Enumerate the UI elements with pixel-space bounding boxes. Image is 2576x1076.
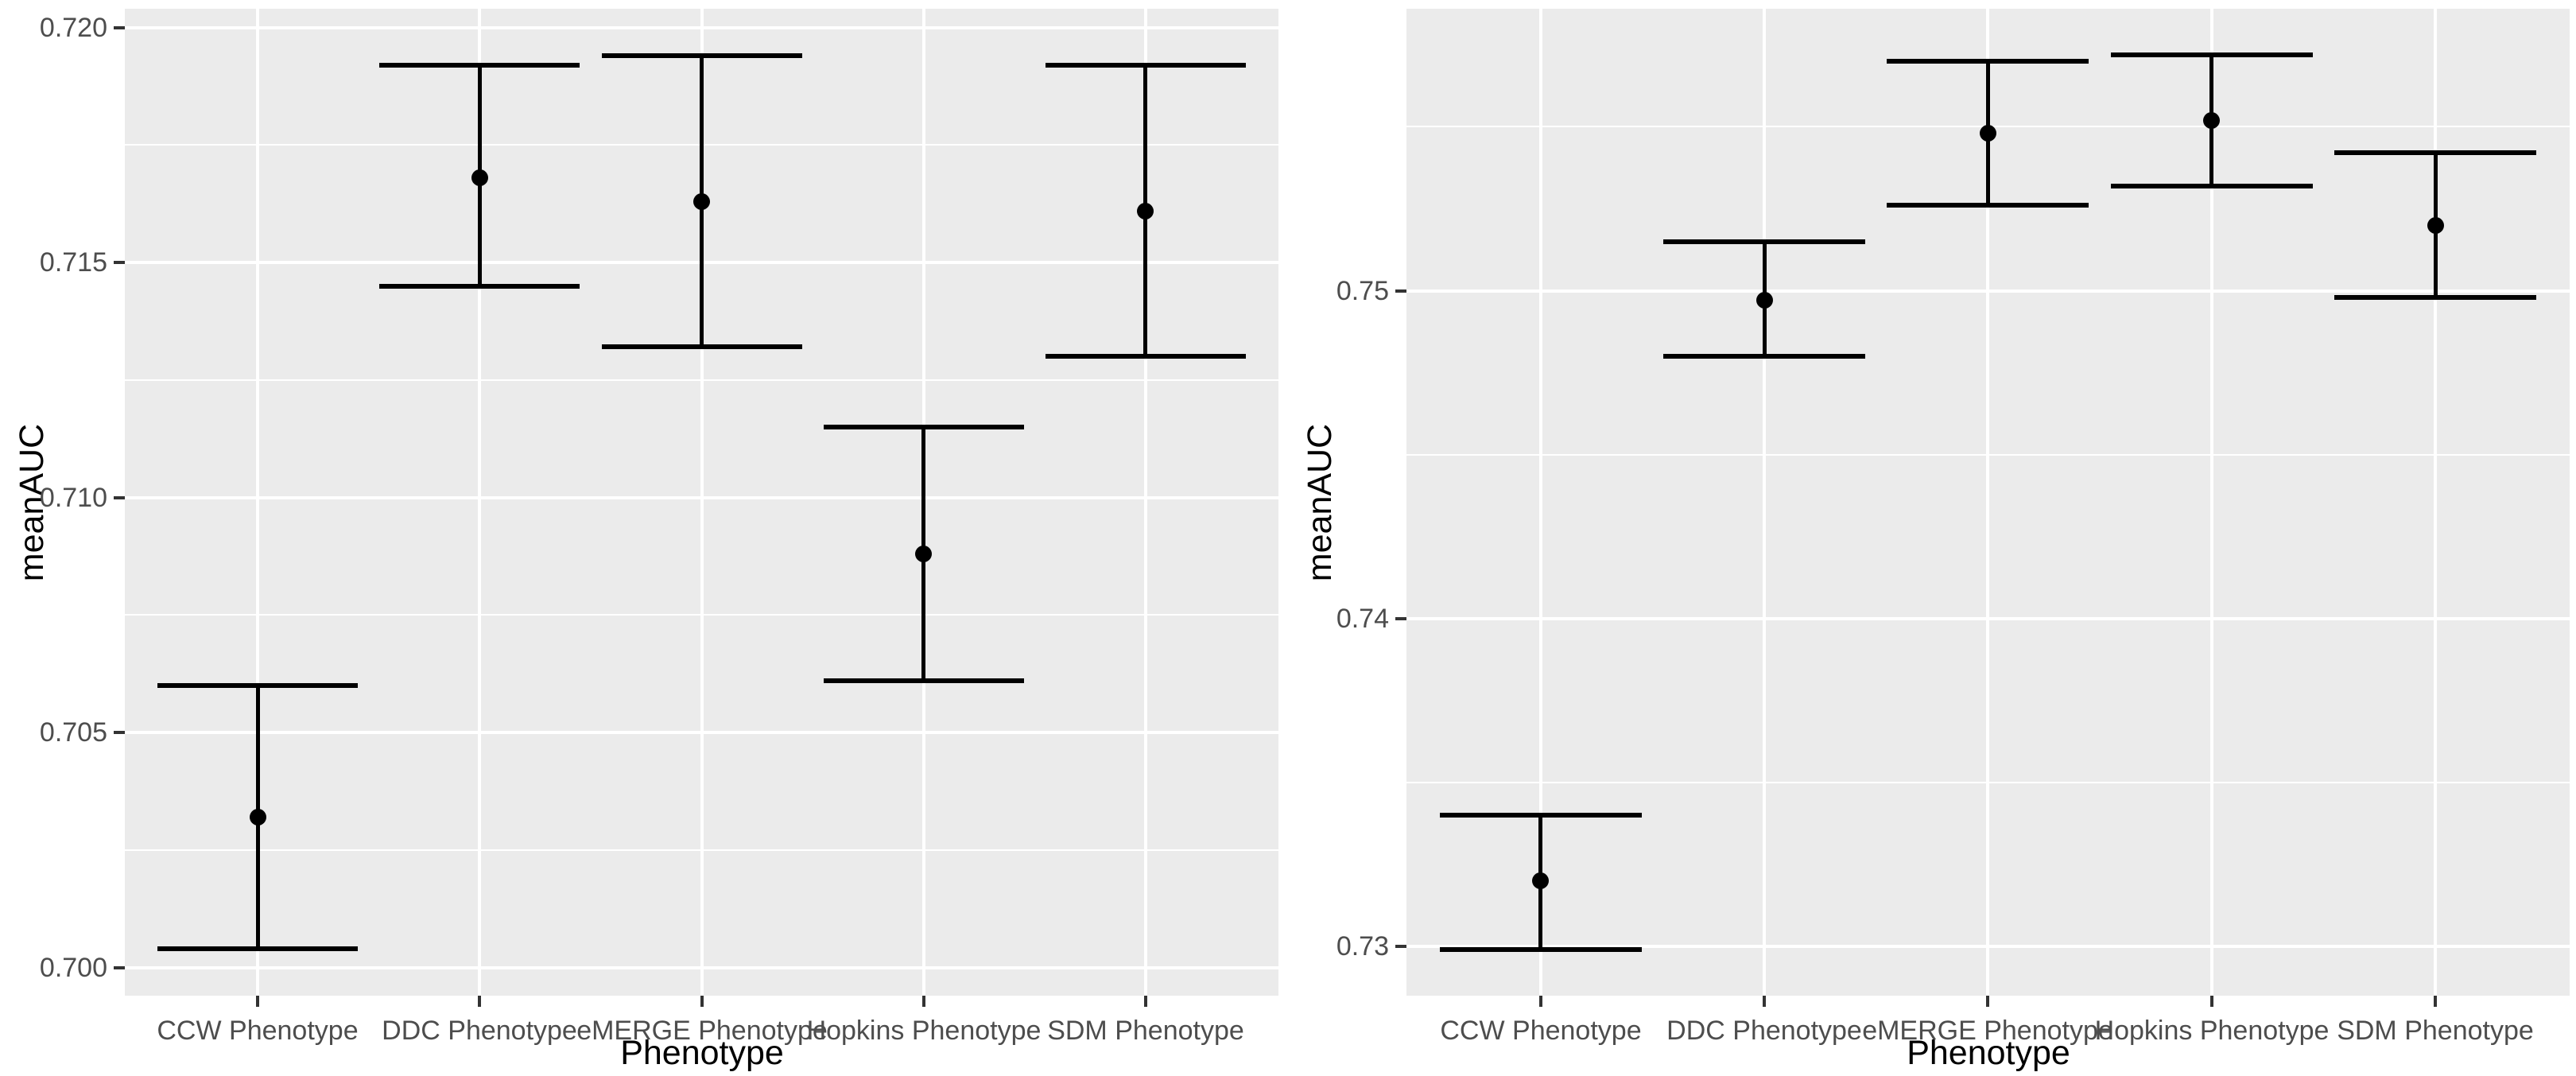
y-tick-label: 0.73	[1336, 931, 1389, 961]
gridline-minor-horizontal	[125, 379, 1278, 381]
x-category-label: CCW Phenotype	[1440, 1016, 1642, 1046]
gridline-major-horizontal	[1406, 617, 2570, 620]
x-category-label: SDM Phenotype	[2337, 1016, 2534, 1046]
x-tick-mark	[922, 996, 925, 1007]
x-category-label: SDM Phenotype	[1047, 1016, 1244, 1046]
right-plot: meanAUC Phenotype 0.73 0.74 0.75 CCW Phenot…	[1288, 0, 2576, 1076]
mean-point	[2427, 217, 2444, 234]
x-tick-mark	[2434, 996, 2437, 1007]
mean-point	[1756, 292, 1773, 309]
gridline-vertical	[2434, 9, 2437, 996]
y-tick-mark	[114, 731, 125, 734]
errorbar-cap-top	[2334, 150, 2536, 155]
gridline-major-horizontal	[125, 966, 1278, 969]
gridline-vertical	[1539, 9, 1542, 996]
x-category-label: eMERGE Phenotype	[576, 1016, 828, 1046]
errorbar-cap-top	[1440, 813, 1642, 818]
x-tick-mark	[700, 996, 704, 1007]
errorbar-cap-top	[1046, 63, 1246, 68]
errorbar-cap-bottom	[824, 678, 1024, 683]
gridline-vertical	[1986, 9, 1989, 996]
mean-point	[2203, 112, 2220, 129]
x-category-label: DDC Phenotype	[382, 1016, 577, 1046]
mean-point	[250, 809, 266, 825]
y-tick-label: 0.710	[39, 483, 107, 513]
gridline-vertical	[1144, 9, 1147, 996]
y-tick-mark	[114, 496, 125, 499]
gridline-major-horizontal	[125, 731, 1278, 734]
x-tick-mark	[1986, 996, 1989, 1007]
x-axis-title: Phenotype	[620, 1034, 784, 1072]
errorbar-cap-bottom	[602, 344, 802, 349]
x-tick-mark	[2210, 996, 2213, 1007]
errorbar-cap-bottom	[1440, 947, 1642, 952]
x-tick-mark	[1763, 996, 1766, 1007]
gridline-vertical	[700, 9, 704, 996]
x-category-label: Hopkins Phenotype	[806, 1016, 1042, 1046]
y-tick-label: 0.74	[1336, 604, 1389, 634]
gridline-minor-horizontal	[1406, 454, 2570, 456]
y-tick-mark	[1395, 617, 1406, 620]
y-tick-mark	[114, 261, 125, 264]
x-axis-title: Phenotype	[1907, 1034, 2070, 1072]
gridline-major-horizontal	[125, 26, 1278, 29]
errorbar-cap-top	[157, 683, 358, 688]
y-tick-label: 0.720	[39, 13, 107, 43]
gridline-major-horizontal	[1406, 945, 2570, 948]
x-category-label: Hopkins Phenotype	[2094, 1016, 2330, 1046]
gridline-vertical	[256, 9, 259, 996]
mean-point	[471, 169, 488, 186]
mean-point	[915, 546, 932, 562]
gridline-minor-horizontal	[125, 614, 1278, 616]
mean-point	[1532, 872, 1549, 889]
y-tick-label: 0.75	[1336, 276, 1389, 306]
y-tick-label: 0.715	[39, 247, 107, 278]
x-category-label: eMERGE Phenotype	[1862, 1016, 2113, 1046]
x-tick-mark	[1144, 996, 1147, 1007]
errorbar-cap-bottom	[2111, 184, 2313, 188]
errorbar-cap-top	[1663, 239, 1865, 244]
errorbar-cap-top	[1887, 59, 2089, 64]
y-axis-title: meanAUC	[1301, 423, 1339, 582]
x-tick-mark	[256, 996, 259, 1007]
gridline-vertical	[478, 9, 481, 996]
y-tick-mark	[114, 26, 125, 29]
x-category-label: DDC Phenotype	[1666, 1016, 1862, 1046]
errorbar-cap-top	[2111, 52, 2313, 57]
mean-point	[1980, 125, 1996, 142]
errorbar-cap-top	[824, 425, 1024, 429]
gridline-minor-horizontal	[125, 849, 1278, 851]
gridline-minor-horizontal	[1406, 782, 2570, 783]
x-tick-mark	[1539, 996, 1542, 1007]
y-tick-mark	[114, 966, 125, 969]
errorbar-cap-bottom	[2334, 295, 2536, 300]
gridline-vertical	[2210, 9, 2213, 996]
left-plot: meanAUC Phenotype 0.700 0.705 0.710 0.715 0.…	[13, 9, 1278, 1072]
y-tick-mark	[1395, 945, 1406, 948]
gridline-vertical	[1763, 9, 1766, 996]
y-tick-label: 0.705	[39, 717, 107, 748]
errorbar-cap-bottom	[157, 946, 358, 951]
errorbar-cap-bottom	[1887, 203, 2089, 208]
errorbar-cap-top	[602, 53, 802, 58]
x-tick-mark	[478, 996, 481, 1007]
y-tick-mark	[1395, 289, 1406, 293]
gridline-major-horizontal	[125, 496, 1278, 499]
errorbar-cap-bottom	[379, 284, 580, 289]
errorbar-cap-bottom	[1046, 354, 1246, 359]
mean-point	[693, 193, 710, 210]
errorbar-cap-bottom	[1663, 354, 1865, 359]
mean-point	[1137, 203, 1154, 219]
gridline-major-horizontal	[1406, 289, 2570, 293]
x-category-label: CCW Phenotype	[157, 1016, 359, 1046]
errorbar-cap-top	[379, 63, 580, 68]
y-tick-label: 0.700	[39, 953, 107, 983]
